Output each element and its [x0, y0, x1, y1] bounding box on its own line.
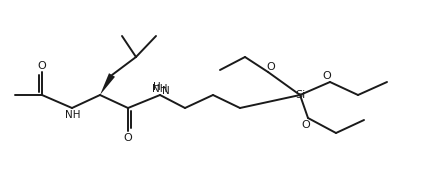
Text: O: O — [323, 71, 332, 81]
Text: O: O — [38, 61, 46, 71]
Text: H: H — [153, 82, 161, 92]
Text: O: O — [267, 62, 275, 72]
Text: O: O — [301, 120, 310, 130]
Text: Si: Si — [295, 90, 305, 100]
Text: O: O — [124, 133, 132, 143]
Text: NH: NH — [65, 110, 81, 120]
Text: N: N — [162, 86, 170, 96]
Text: NH: NH — [152, 84, 168, 94]
Polygon shape — [100, 73, 115, 95]
